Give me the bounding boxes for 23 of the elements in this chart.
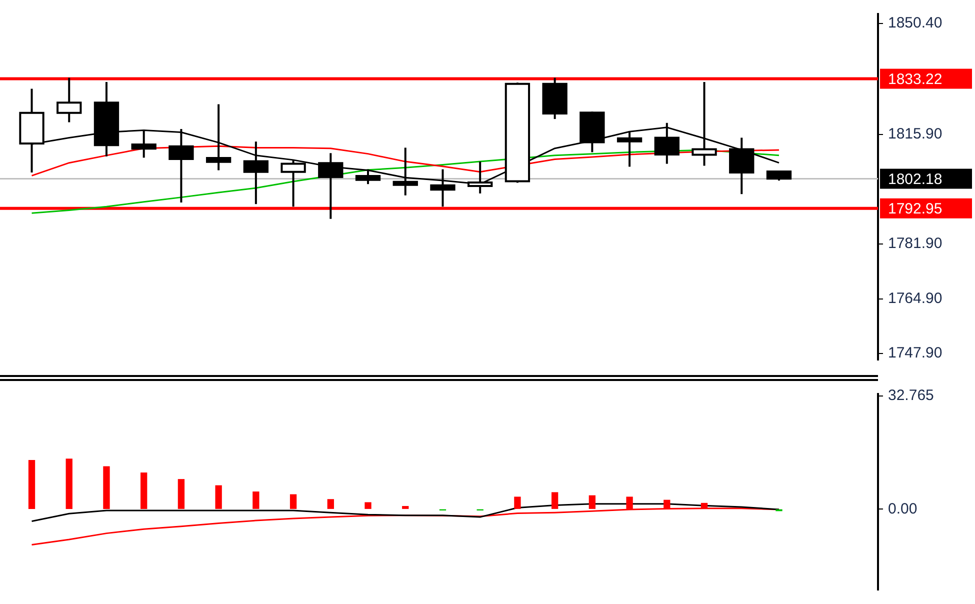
bar [140,472,148,509]
y-tick-label: 1764.90 [888,290,942,307]
bar [252,491,260,509]
bar [66,458,72,509]
y-tick-label: 1781.90 [888,235,942,252]
y-tick-label: 1747.90 [888,344,942,362]
bar [290,494,297,509]
bar [178,479,185,509]
ref-line-label: 1792.95 [888,200,942,218]
bar [215,485,222,509]
bar [551,492,558,509]
bar [103,466,110,509]
y-tick-label: 1815.90 [888,126,942,143]
bar [402,506,409,509]
y-tick-label: 1850.40 [888,14,942,32]
ref-line-label: 1833.22 [888,70,942,88]
y-tick-label: 32.765 [888,386,934,404]
bar [514,496,521,509]
bar [327,499,334,509]
ref-line-label: 1802.18 [888,170,942,188]
y-tick-label: 0.00 [888,500,918,518]
bar [364,502,372,509]
bar [28,460,36,509]
